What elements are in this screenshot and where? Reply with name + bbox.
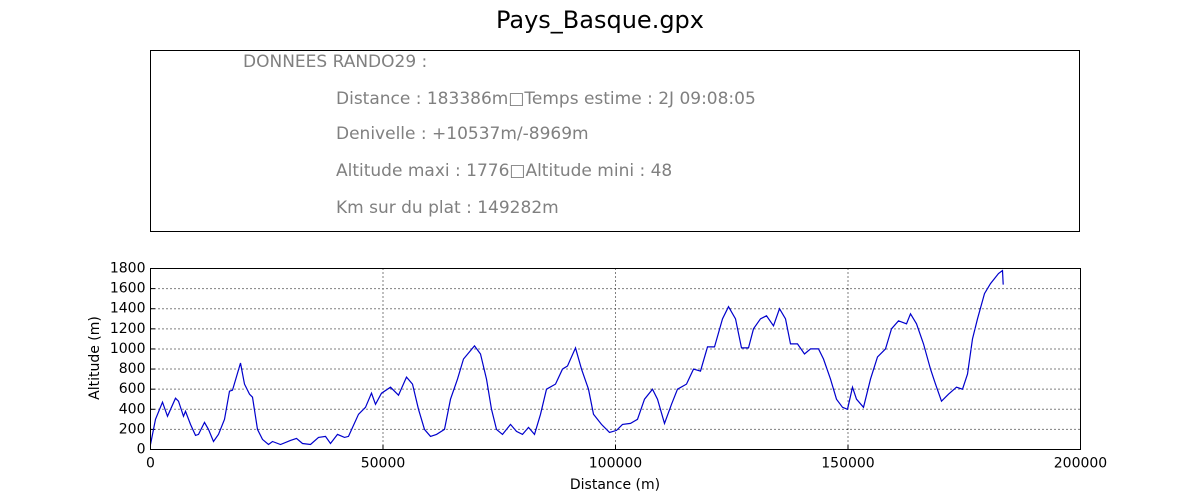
- x-tick-label: 50000: [361, 456, 406, 472]
- x-axis-label: Distance (m): [570, 477, 660, 493]
- y-tick-label: 1000: [110, 341, 146, 357]
- info-line: Altitude maxi : 1776□Altitude mini : 48: [336, 161, 672, 181]
- y-tick-label: 200: [119, 421, 146, 437]
- x-tick-label: 200000: [1054, 456, 1107, 472]
- y-tick-label: 1400: [110, 301, 146, 317]
- y-tick-label: 1200: [110, 321, 146, 337]
- info-line: DONNEES RANDO29 :: [243, 52, 427, 72]
- y-tick-label: 800: [119, 361, 146, 377]
- y-tick-label: 0: [137, 442, 146, 458]
- x-tick-label: 100000: [589, 456, 642, 472]
- info-line: Km sur du plat : 149282m: [336, 198, 559, 218]
- info-line: Denivelle : +10537m/-8969m: [336, 124, 589, 144]
- x-tick-label: 150000: [821, 456, 874, 472]
- x-tick-label: 0: [146, 456, 155, 472]
- info-line: Distance : 183386m□Temps estime : 2J 09:…: [336, 89, 756, 109]
- y-tick-label: 600: [119, 381, 146, 397]
- y-tick-label: 1800: [110, 261, 146, 277]
- y-axis-label: Altitude (m): [87, 316, 103, 400]
- chart-title: Pays_Basque.gpx: [496, 6, 704, 34]
- altitude-line: [149, 269, 1004, 446]
- plot-frame: [150, 268, 1081, 450]
- y-tick-label: 1600: [110, 281, 146, 297]
- y-tick-label: 400: [119, 401, 146, 417]
- info-box: [150, 50, 1080, 232]
